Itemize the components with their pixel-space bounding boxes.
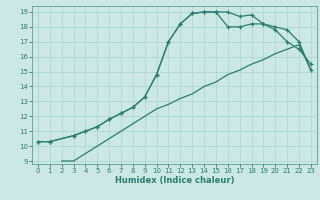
X-axis label: Humidex (Indice chaleur): Humidex (Indice chaleur) (115, 176, 234, 185)
